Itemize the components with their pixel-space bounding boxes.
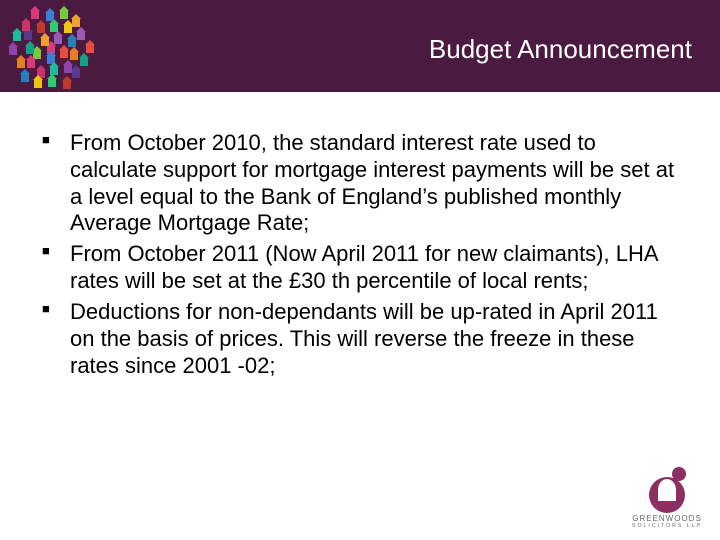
slide-title: Budget Announcement	[429, 34, 692, 65]
house-icon	[16, 60, 26, 70]
house-icon	[62, 81, 72, 91]
house-icon	[21, 23, 31, 33]
greenwoods-wordmark: GREENWOODS SOLICITORS LLP	[632, 515, 702, 530]
house-icon	[20, 74, 30, 84]
house-icon	[49, 24, 59, 34]
house-icon	[59, 11, 69, 21]
house-icon	[40, 38, 50, 48]
content-area: From October 2010, the standard interest…	[40, 130, 680, 383]
bullet-item: From October 2011 (Now April 2011 for ne…	[40, 241, 680, 295]
house-icon	[33, 80, 43, 90]
brand-name: GREENWOODS	[632, 514, 702, 523]
bullet-item: Deductions for non-dependants will be up…	[40, 299, 680, 379]
house-icon	[30, 11, 40, 21]
slide: Budget Announcement From October 2010, t…	[0, 0, 720, 540]
bullet-list: From October 2010, the standard interest…	[40, 130, 680, 379]
houses-cluster	[6, 6, 96, 96]
bullet-item: From October 2010, the standard interest…	[40, 130, 680, 237]
greenwoods-mark-icon	[644, 467, 690, 513]
house-icon	[36, 25, 46, 35]
house-icon	[47, 79, 57, 89]
bullet-text: From October 2010, the standard interest…	[70, 130, 674, 235]
bullet-text: From October 2011 (Now April 2011 for ne…	[70, 241, 657, 293]
header-bar: Budget Announcement	[0, 0, 720, 92]
bullet-text: Deductions for non-dependants will be up…	[70, 299, 658, 378]
house-icon	[23, 32, 33, 42]
greenwoods-logo: GREENWOODS SOLICITORS LLP	[632, 467, 702, 530]
house-icon	[59, 50, 69, 60]
house-icon	[45, 13, 55, 23]
house-icon	[8, 47, 18, 57]
house-icon	[71, 70, 81, 80]
community-houses-logo	[6, 6, 96, 96]
house-icon	[12, 33, 22, 43]
brand-subline: SOLICITORS LLP	[632, 524, 702, 530]
